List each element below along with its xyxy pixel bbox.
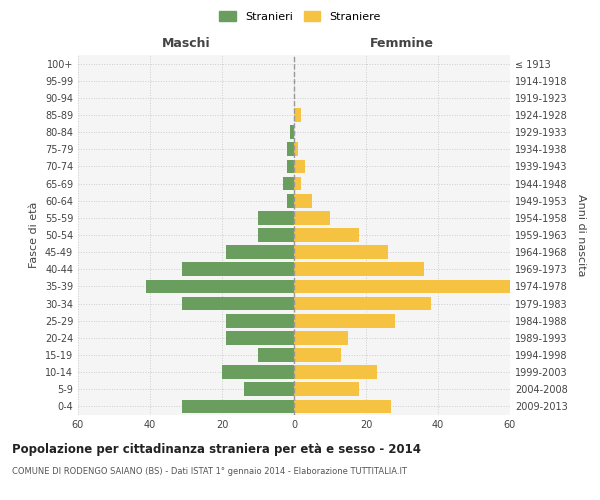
- Bar: [222, 366, 294, 379]
- Legend: Stranieri, Straniere: Stranieri, Straniere: [216, 8, 384, 25]
- Bar: [258, 348, 294, 362]
- Bar: [294, 314, 395, 328]
- Text: Maschi: Maschi: [161, 37, 211, 50]
- Y-axis label: Fasce di età: Fasce di età: [29, 202, 39, 268]
- Bar: [294, 211, 330, 224]
- Bar: [287, 142, 294, 156]
- Bar: [226, 331, 294, 344]
- Text: Femmine: Femmine: [370, 37, 434, 50]
- Bar: [294, 262, 424, 276]
- Bar: [182, 262, 294, 276]
- Bar: [182, 296, 294, 310]
- Bar: [294, 382, 359, 396]
- Bar: [290, 126, 294, 139]
- Text: Popolazione per cittadinanza straniera per età e sesso - 2014: Popolazione per cittadinanza straniera p…: [12, 442, 421, 456]
- Bar: [287, 160, 294, 173]
- Bar: [294, 108, 301, 122]
- Bar: [294, 296, 431, 310]
- Bar: [244, 382, 294, 396]
- Bar: [294, 246, 388, 259]
- Bar: [294, 366, 377, 379]
- Bar: [283, 176, 294, 190]
- Bar: [226, 314, 294, 328]
- Bar: [294, 194, 312, 207]
- Bar: [294, 228, 359, 242]
- Bar: [258, 211, 294, 224]
- Bar: [294, 176, 301, 190]
- Y-axis label: Anni di nascita: Anni di nascita: [576, 194, 586, 276]
- Text: COMUNE DI RODENGO SAIANO (BS) - Dati ISTAT 1° gennaio 2014 - Elaborazione TUTTIT: COMUNE DI RODENGO SAIANO (BS) - Dati IST…: [12, 468, 407, 476]
- Bar: [226, 246, 294, 259]
- Bar: [294, 400, 391, 413]
- Bar: [182, 400, 294, 413]
- Bar: [146, 280, 294, 293]
- Bar: [287, 194, 294, 207]
- Bar: [294, 348, 341, 362]
- Bar: [294, 280, 510, 293]
- Bar: [294, 160, 305, 173]
- Bar: [294, 142, 298, 156]
- Bar: [258, 228, 294, 242]
- Bar: [294, 331, 348, 344]
